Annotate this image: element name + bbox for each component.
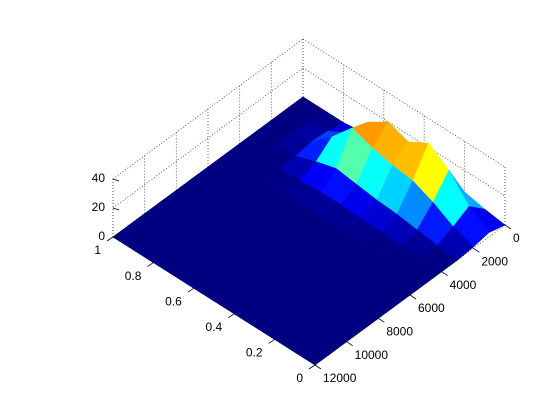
z-tick [112,207,120,211]
x-tick [504,224,512,230]
grid-line [112,67,304,209]
z-tick-label: 20 [92,200,106,214]
y-tick-label: 0 [296,371,303,385]
grid-line [302,67,506,197]
x-tick [409,294,417,300]
x-tick [473,248,480,253]
x-tick [314,364,322,370]
z-tick [112,236,120,240]
x-tick-label: 0 [513,231,520,245]
y-tick-label: 0.4 [206,320,223,334]
x-tick [441,271,448,276]
grid-line [302,38,506,168]
y-tick [106,236,114,242]
x-tick-label: 12000 [323,371,357,385]
y-tick-label: 0.8 [125,269,142,283]
z-tick-label: 40 [92,171,106,185]
y-tick-label: 1 [94,243,101,257]
x-tick [346,341,353,346]
y-tick [187,287,195,293]
surface-cell [294,340,332,366]
x-tick [378,318,385,323]
y-tick-label: 0.2 [246,346,263,360]
y-tick [147,262,154,267]
y-tick [308,364,316,370]
z-tick-label: 0 [98,229,105,243]
y-tick [227,313,235,319]
x-tick-label: 6000 [418,301,445,315]
z-tick [112,178,120,182]
y-tick [268,339,275,344]
y-tick-label: 0.6 [165,294,182,308]
x-tick-label: 2000 [481,255,508,269]
x-tick-label: 4000 [450,278,477,292]
x-tick-label: 10000 [355,348,389,362]
x-tick-label: 8000 [386,325,413,339]
